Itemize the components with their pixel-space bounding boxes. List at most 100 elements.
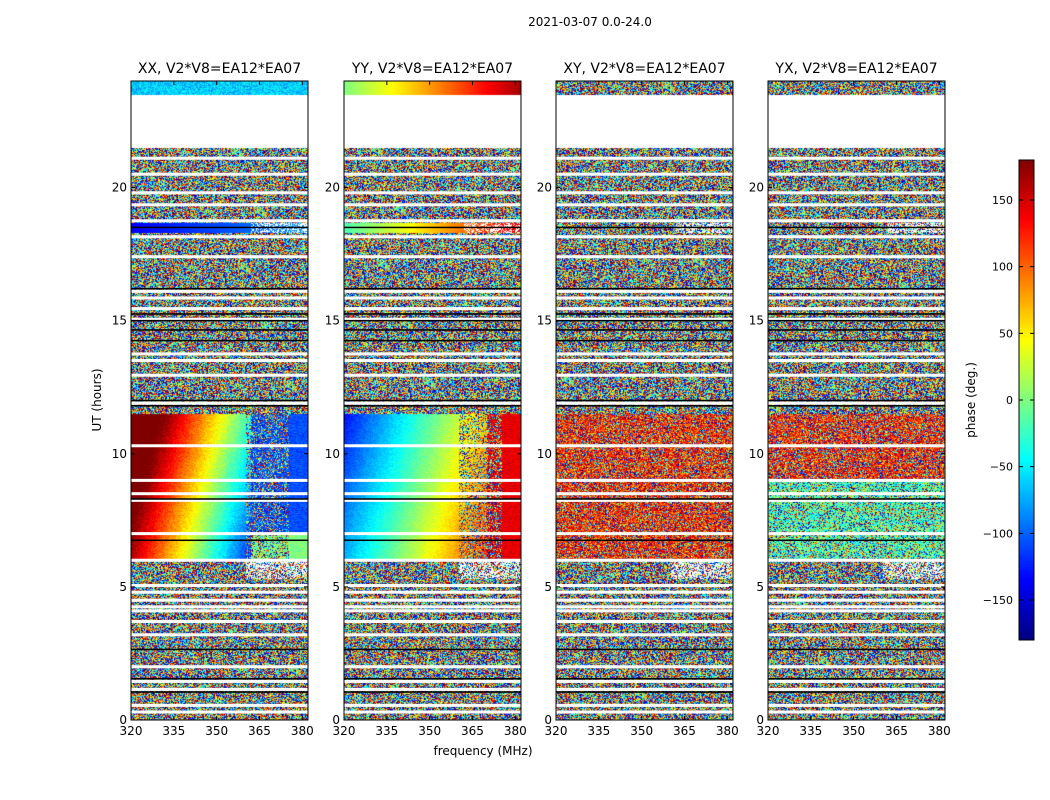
flagged-row xyxy=(344,255,521,259)
flagged-row xyxy=(131,359,308,363)
flagged-row xyxy=(768,401,945,405)
flagged-row xyxy=(344,373,521,377)
flagged-row xyxy=(556,352,733,356)
flagged-row xyxy=(556,172,733,176)
flagged-row xyxy=(768,296,945,300)
flagged-row xyxy=(556,703,733,707)
dark-row xyxy=(344,226,521,229)
x-tick-label: 335 xyxy=(799,724,822,738)
dark-row xyxy=(131,313,308,315)
dark-row xyxy=(768,498,945,500)
flagged-row xyxy=(556,598,733,602)
panel-title-yy: YY, V2*V8=EA12*EA07 xyxy=(351,61,513,77)
dark-row xyxy=(556,691,733,693)
flagged-row xyxy=(556,710,733,714)
y-tick-label: 20 xyxy=(112,181,127,195)
flagged-row xyxy=(556,203,733,207)
dark-row xyxy=(768,399,945,402)
y-tick-label: 20 xyxy=(537,181,552,195)
dark-row xyxy=(768,339,945,342)
flagged-row xyxy=(768,444,945,448)
dark-row xyxy=(556,677,733,680)
flagged-row xyxy=(556,619,733,623)
flagged-row xyxy=(768,598,945,602)
dark-row xyxy=(131,648,308,651)
flagged-row xyxy=(768,289,945,293)
y-tick-label: 0 xyxy=(544,713,552,727)
flagged-row xyxy=(556,289,733,293)
flagged-row xyxy=(344,401,521,405)
flagged-row xyxy=(556,401,733,405)
flagged-row xyxy=(344,665,521,669)
flagged-row xyxy=(131,373,308,377)
colorbar-tick-label: 0 xyxy=(1006,394,1013,407)
x-tick-label: 320 xyxy=(333,724,356,738)
flagged-row xyxy=(131,235,308,239)
y-tick-label: 5 xyxy=(544,580,552,594)
flagged-row xyxy=(768,156,945,160)
flagged-row xyxy=(768,352,945,356)
flagged-row xyxy=(344,307,521,311)
x-tick-label: 380 xyxy=(716,724,739,738)
x-tick-label: 365 xyxy=(461,724,484,738)
flagged-row xyxy=(556,235,733,239)
flagged-row xyxy=(344,219,521,223)
dark-row xyxy=(768,319,945,322)
flagged-row xyxy=(768,609,945,613)
flagged-row xyxy=(344,710,521,714)
panel-xx: XX, V2*V8=EA12*EA07 0 5 10 15 20 320 335 350 365 3… xyxy=(112,61,314,738)
dark-row xyxy=(344,319,521,322)
flagged-row xyxy=(131,584,308,588)
flagged-row xyxy=(556,498,733,502)
dark-row xyxy=(768,648,945,651)
dark-row xyxy=(556,226,733,229)
flagged-row xyxy=(131,703,308,707)
panel-title-xx: XX, V2*V8=EA12*EA07 xyxy=(138,61,301,77)
flagged-row xyxy=(344,203,521,207)
flagged-row xyxy=(131,605,308,609)
dark-row xyxy=(131,339,308,342)
flagged-row xyxy=(768,605,945,609)
dark-row xyxy=(344,313,521,315)
flagged-row xyxy=(131,633,308,637)
flagged-row xyxy=(131,191,308,195)
colorbar-label: phase (deg.) xyxy=(964,362,978,438)
heatmap-panels: XX, V2*V8=EA12*EA07 0 5 10 15 20 320 335 350 365 3… xyxy=(112,61,951,738)
dark-row xyxy=(556,498,733,500)
figure-suptitle: 2021-03-07 0.0-24.0 xyxy=(528,15,652,29)
dark-row xyxy=(344,339,521,342)
dark-row xyxy=(344,677,521,680)
dark-row xyxy=(556,539,733,542)
flagged-row xyxy=(131,710,308,714)
dark-row xyxy=(768,677,945,680)
flagged-row xyxy=(768,633,945,637)
flagged-row xyxy=(768,359,945,363)
colorbar-tick-label: −100 xyxy=(983,527,1013,540)
flagged-row xyxy=(131,296,308,300)
flagged-row xyxy=(768,307,945,311)
flagged-row xyxy=(556,317,733,321)
panel-frame xyxy=(130,80,309,721)
panel-title-xy: XY, V2*V8=EA12*EA07 xyxy=(563,61,725,77)
flagged-row xyxy=(344,558,521,562)
flagged-row xyxy=(131,598,308,602)
flagged-row xyxy=(556,584,733,588)
dark-row xyxy=(768,329,945,331)
dark-row xyxy=(556,339,733,342)
panel-frame xyxy=(767,80,946,721)
flagged-row xyxy=(131,352,308,356)
y-tick-label: 5 xyxy=(756,580,764,594)
flagged-row xyxy=(556,478,733,482)
flagged-row xyxy=(131,317,308,321)
dark-row xyxy=(344,399,521,402)
x-tick-label: 365 xyxy=(673,724,696,738)
dark-row xyxy=(768,405,945,407)
colorbar-tick-label: 150 xyxy=(992,194,1013,207)
x-tick-label: 380 xyxy=(928,724,951,738)
flagged-row xyxy=(131,172,308,176)
y-tick-label: 0 xyxy=(119,713,127,727)
dark-row xyxy=(768,226,945,229)
flagged-row xyxy=(344,679,521,683)
flagged-row xyxy=(556,633,733,637)
flagged-row xyxy=(131,532,308,536)
